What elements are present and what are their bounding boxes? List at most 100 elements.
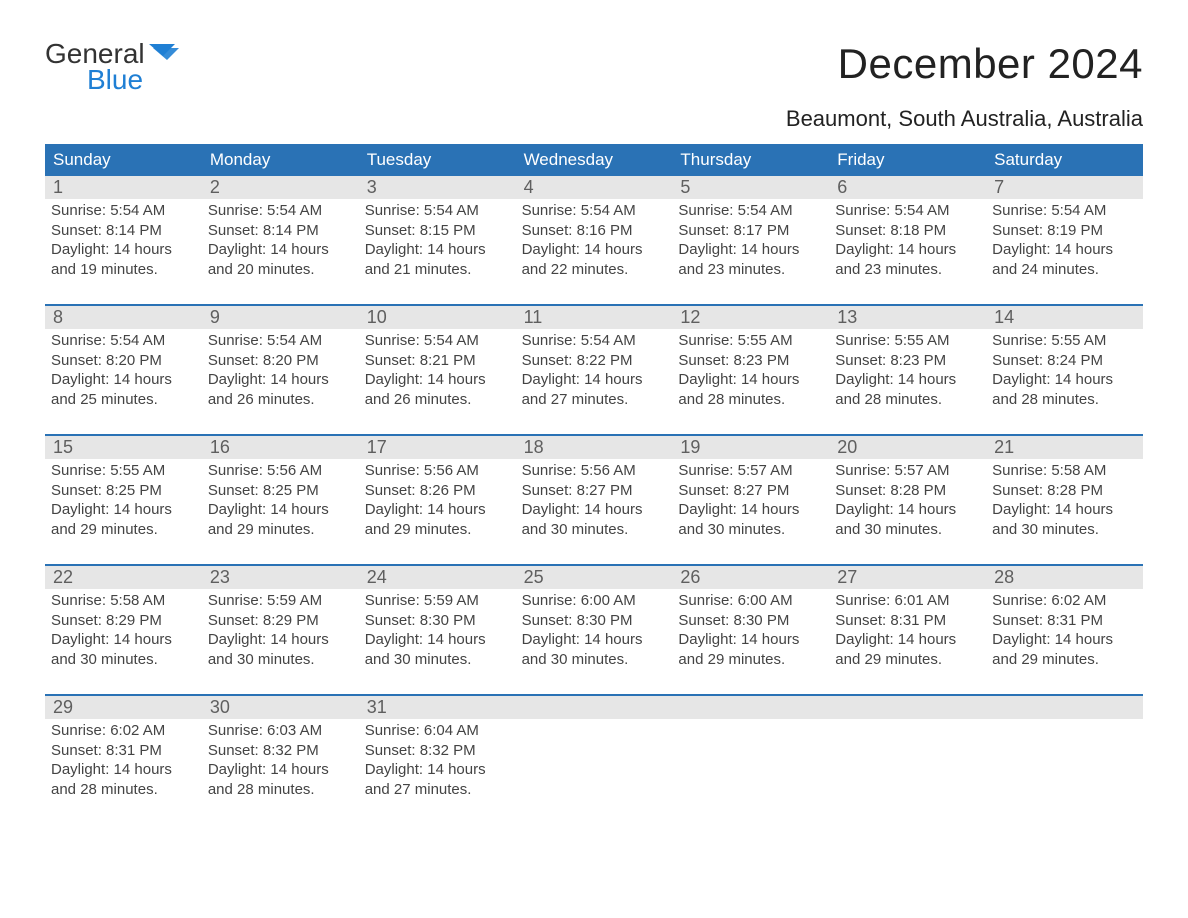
calendar-week: 15Sunrise: 5:55 AMSunset: 8:25 PMDayligh… <box>45 434 1143 548</box>
sunset-line: Sunset: 8:30 PM <box>365 611 510 631</box>
day-body: Sunrise: 5:54 AMSunset: 8:18 PMDaylight:… <box>835 199 980 279</box>
weekday-header: Sunday <box>45 144 202 176</box>
weekday-header: Tuesday <box>359 144 516 176</box>
day-cell: 15Sunrise: 5:55 AMSunset: 8:25 PMDayligh… <box>45 436 202 548</box>
day-number: 26 <box>672 566 829 589</box>
sunrise-line: Sunrise: 5:54 AM <box>365 331 510 351</box>
daylight-line: Daylight: 14 hours and 27 minutes. <box>365 760 510 799</box>
sunset-line: Sunset: 8:32 PM <box>208 741 353 761</box>
weekday-header: Monday <box>202 144 359 176</box>
day-body: Sunrise: 5:54 AMSunset: 8:21 PMDaylight:… <box>365 329 510 409</box>
calendar-week: 1Sunrise: 5:54 AMSunset: 8:14 PMDaylight… <box>45 176 1143 288</box>
day-body: Sunrise: 6:00 AMSunset: 8:30 PMDaylight:… <box>522 589 667 669</box>
page-title: December 2024 <box>786 40 1143 88</box>
daylight-line: Daylight: 14 hours and 28 minutes. <box>835 370 980 409</box>
day-cell <box>516 696 673 808</box>
day-number: 28 <box>986 566 1143 589</box>
day-body: Sunrise: 5:54 AMSunset: 8:16 PMDaylight:… <box>522 199 667 279</box>
day-body: Sunrise: 5:54 AMSunset: 8:20 PMDaylight:… <box>208 329 353 409</box>
sunrise-line: Sunrise: 5:54 AM <box>835 201 980 221</box>
sunset-line: Sunset: 8:14 PM <box>51 221 196 241</box>
day-cell <box>986 696 1143 808</box>
day-cell: 19Sunrise: 5:57 AMSunset: 8:27 PMDayligh… <box>672 436 829 548</box>
day-number: 18 <box>516 436 673 459</box>
day-body: Sunrise: 5:54 AMSunset: 8:17 PMDaylight:… <box>678 199 823 279</box>
sunset-line: Sunset: 8:17 PM <box>678 221 823 241</box>
day-cell: 29Sunrise: 6:02 AMSunset: 8:31 PMDayligh… <box>45 696 202 808</box>
daylight-line: Daylight: 14 hours and 23 minutes. <box>678 240 823 279</box>
day-cell: 14Sunrise: 5:55 AMSunset: 8:24 PMDayligh… <box>986 306 1143 418</box>
day-cell: 6Sunrise: 5:54 AMSunset: 8:18 PMDaylight… <box>829 176 986 288</box>
day-body: Sunrise: 5:55 AMSunset: 8:24 PMDaylight:… <box>992 329 1137 409</box>
day-cell <box>829 696 986 808</box>
day-number: 29 <box>45 696 202 719</box>
daylight-line: Daylight: 14 hours and 30 minutes. <box>678 500 823 539</box>
day-body: Sunrise: 6:02 AMSunset: 8:31 PMDaylight:… <box>992 589 1137 669</box>
day-number: 2 <box>202 176 359 199</box>
day-body: Sunrise: 5:59 AMSunset: 8:29 PMDaylight:… <box>208 589 353 669</box>
day-number: 3 <box>359 176 516 199</box>
day-number: 21 <box>986 436 1143 459</box>
sunset-line: Sunset: 8:32 PM <box>365 741 510 761</box>
day-body: Sunrise: 6:01 AMSunset: 8:31 PMDaylight:… <box>835 589 980 669</box>
sunrise-line: Sunrise: 5:55 AM <box>51 461 196 481</box>
sunset-line: Sunset: 8:23 PM <box>678 351 823 371</box>
sunset-line: Sunset: 8:27 PM <box>522 481 667 501</box>
sunset-line: Sunset: 8:20 PM <box>208 351 353 371</box>
sunset-line: Sunset: 8:14 PM <box>208 221 353 241</box>
day-number: 13 <box>829 306 986 329</box>
day-cell: 27Sunrise: 6:01 AMSunset: 8:31 PMDayligh… <box>829 566 986 678</box>
daylight-line: Daylight: 14 hours and 29 minutes. <box>51 500 196 539</box>
sunset-line: Sunset: 8:18 PM <box>835 221 980 241</box>
sunrise-line: Sunrise: 6:00 AM <box>522 591 667 611</box>
day-number: 4 <box>516 176 673 199</box>
flag-icon <box>149 44 179 64</box>
sunrise-line: Sunrise: 5:55 AM <box>678 331 823 351</box>
day-cell: 10Sunrise: 5:54 AMSunset: 8:21 PMDayligh… <box>359 306 516 418</box>
day-cell: 11Sunrise: 5:54 AMSunset: 8:22 PMDayligh… <box>516 306 673 418</box>
sunset-line: Sunset: 8:29 PM <box>208 611 353 631</box>
title-block: December 2024 Beaumont, South Australia,… <box>786 40 1143 132</box>
day-body: Sunrise: 5:56 AMSunset: 8:25 PMDaylight:… <box>208 459 353 539</box>
sunrise-line: Sunrise: 5:55 AM <box>992 331 1137 351</box>
day-body: Sunrise: 5:56 AMSunset: 8:27 PMDaylight:… <box>522 459 667 539</box>
calendar-week: 29Sunrise: 6:02 AMSunset: 8:31 PMDayligh… <box>45 694 1143 808</box>
day-number: 23 <box>202 566 359 589</box>
daylight-line: Daylight: 14 hours and 30 minutes. <box>522 500 667 539</box>
day-body: Sunrise: 5:54 AMSunset: 8:14 PMDaylight:… <box>51 199 196 279</box>
day-body: Sunrise: 5:54 AMSunset: 8:15 PMDaylight:… <box>365 199 510 279</box>
daylight-line: Daylight: 14 hours and 30 minutes. <box>365 630 510 669</box>
calendar-week: 8Sunrise: 5:54 AMSunset: 8:20 PMDaylight… <box>45 304 1143 418</box>
sunset-line: Sunset: 8:23 PM <box>835 351 980 371</box>
sunset-line: Sunset: 8:25 PM <box>51 481 196 501</box>
sunset-line: Sunset: 8:31 PM <box>835 611 980 631</box>
day-number: 1 <box>45 176 202 199</box>
day-cell: 24Sunrise: 5:59 AMSunset: 8:30 PMDayligh… <box>359 566 516 678</box>
sunrise-line: Sunrise: 5:57 AM <box>678 461 823 481</box>
daylight-line: Daylight: 14 hours and 28 minutes. <box>678 370 823 409</box>
logo: General Blue <box>45 40 179 94</box>
sunrise-line: Sunrise: 5:54 AM <box>51 201 196 221</box>
day-cell: 9Sunrise: 5:54 AMSunset: 8:20 PMDaylight… <box>202 306 359 418</box>
sunrise-line: Sunrise: 5:56 AM <box>522 461 667 481</box>
day-number: 22 <box>45 566 202 589</box>
day-number: 25 <box>516 566 673 589</box>
day-number: 27 <box>829 566 986 589</box>
daylight-line: Daylight: 14 hours and 30 minutes. <box>992 500 1137 539</box>
sunrise-line: Sunrise: 5:56 AM <box>208 461 353 481</box>
day-number: 17 <box>359 436 516 459</box>
daylight-line: Daylight: 14 hours and 26 minutes. <box>208 370 353 409</box>
day-number <box>516 696 673 719</box>
weekday-header-row: SundayMondayTuesdayWednesdayThursdayFrid… <box>45 144 1143 176</box>
day-cell: 3Sunrise: 5:54 AMSunset: 8:15 PMDaylight… <box>359 176 516 288</box>
daylight-line: Daylight: 14 hours and 26 minutes. <box>365 370 510 409</box>
day-number: 9 <box>202 306 359 329</box>
day-body: Sunrise: 6:04 AMSunset: 8:32 PMDaylight:… <box>365 719 510 799</box>
day-number: 15 <box>45 436 202 459</box>
sunrise-line: Sunrise: 5:57 AM <box>835 461 980 481</box>
sunrise-line: Sunrise: 6:04 AM <box>365 721 510 741</box>
sunrise-line: Sunrise: 5:54 AM <box>208 201 353 221</box>
daylight-line: Daylight: 14 hours and 30 minutes. <box>522 630 667 669</box>
sunrise-line: Sunrise: 6:03 AM <box>208 721 353 741</box>
day-cell: 22Sunrise: 5:58 AMSunset: 8:29 PMDayligh… <box>45 566 202 678</box>
